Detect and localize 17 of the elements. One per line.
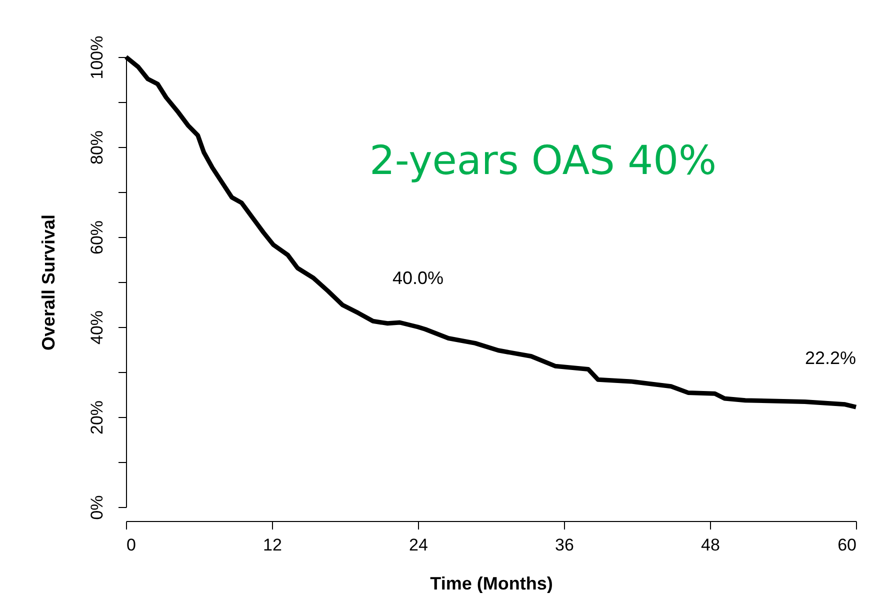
y-tick-label: 60%: [88, 220, 106, 255]
x-tick-label: 24: [409, 536, 428, 554]
annotation: 40.0%: [392, 268, 444, 288]
y-axis-title: Overall Survival: [38, 214, 58, 351]
y-tick-label: 20%: [88, 400, 106, 435]
annotation: 2-years OAS 40%: [369, 138, 717, 184]
annotation: 22.2%: [804, 348, 856, 368]
x-tick-label: 48: [701, 536, 720, 554]
x-tick-label: 60: [838, 536, 856, 554]
x-tick-label: 0: [126, 536, 136, 554]
y-tick-label: 0%: [88, 495, 106, 520]
x-axis-title: Time (Months): [430, 574, 553, 594]
y-tick-label: 80%: [88, 130, 106, 165]
x-tick-label: 12: [263, 536, 282, 554]
y-tick-label: 100%: [88, 36, 106, 80]
y-tick-label: 40%: [88, 310, 106, 345]
x-tick-label: 36: [555, 536, 574, 554]
